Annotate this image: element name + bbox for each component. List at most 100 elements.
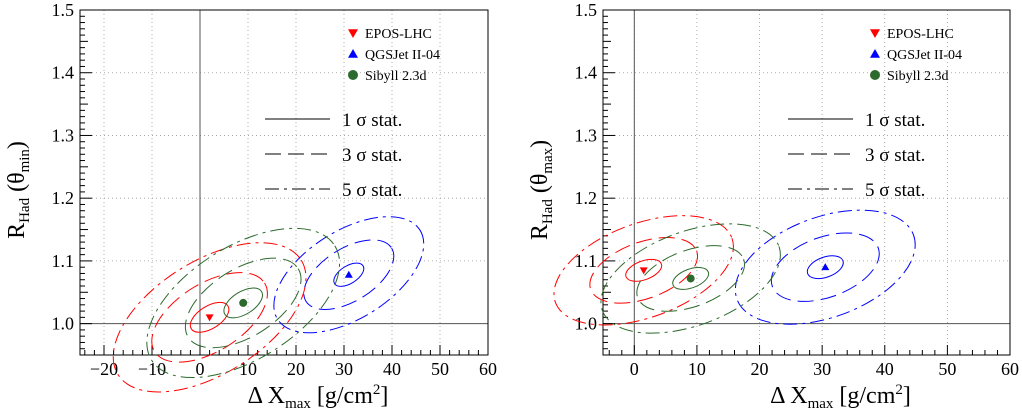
x-tick-label: 30 bbox=[813, 359, 831, 379]
y-axis-title-close: ) bbox=[527, 140, 553, 148]
x-tick-label: 60 bbox=[1001, 359, 1019, 379]
y-axis-title: RHad (θmax) bbox=[527, 140, 556, 240]
y-tick-label: 1.2 bbox=[52, 188, 75, 208]
legend-label: EPOS-LHC bbox=[365, 27, 432, 42]
x-tick-label: 10 bbox=[688, 359, 706, 379]
data-point-marker bbox=[205, 314, 214, 322]
contour-5-sigma bbox=[146, 227, 341, 379]
y-tick-label: 1.2 bbox=[575, 188, 598, 208]
x-axis-title: Δ Xmax [g/cm2] bbox=[248, 382, 389, 411]
contour-5-sigma bbox=[273, 216, 425, 334]
contour-3-sigma bbox=[589, 237, 699, 304]
y-axis-title-arg-sub: max bbox=[540, 147, 556, 173]
contour-3-sigma bbox=[636, 245, 745, 312]
x-tick-label: 0 bbox=[196, 359, 205, 379]
contour-legend-label: 3 σ stat. bbox=[865, 145, 925, 166]
contour-3-sigma bbox=[184, 257, 302, 349]
y-axis-title-sub: Had bbox=[540, 199, 556, 224]
data-point-marker bbox=[239, 298, 248, 307]
plot-frame bbox=[602, 9, 1011, 356]
x-tick-label: 0 bbox=[630, 359, 639, 379]
chart-panel-2: 0 10 20 30 40 50 601.01.11.21.31.41.5Δ Xmax [g… bbox=[527, 0, 1019, 411]
y-tick-label: 1.1 bbox=[52, 251, 75, 271]
x-axis-title-main: Δ X bbox=[770, 383, 807, 409]
x-axis-title-sub: max bbox=[285, 396, 311, 411]
legend-label: Sibyll 2.3d bbox=[887, 69, 948, 84]
legend-marker bbox=[348, 49, 358, 58]
y-axis-title-sub: Had bbox=[17, 197, 33, 222]
y-tick-label: 1.1 bbox=[575, 251, 598, 271]
series-1 bbox=[553, 215, 734, 326]
x-axis-title-sup: 2 bbox=[895, 382, 903, 398]
series-3 bbox=[600, 223, 781, 334]
series-1 bbox=[112, 242, 307, 393]
x-tick-label: 50 bbox=[431, 359, 449, 379]
contour-5-sigma bbox=[112, 242, 307, 393]
x-axis-title-main: Δ X bbox=[248, 383, 285, 409]
contour-1-sigma bbox=[189, 301, 230, 333]
x-tick-label: 20 bbox=[287, 359, 305, 379]
y-tick-label: 1.5 bbox=[575, 0, 598, 20]
contour-legend-label: 3 σ stat. bbox=[342, 145, 402, 166]
series-3 bbox=[146, 227, 341, 379]
legend-label: QGSJet II-04 bbox=[887, 48, 962, 63]
legend-label: EPOS-LHC bbox=[887, 27, 954, 42]
data-point-marker bbox=[686, 274, 695, 283]
contour-legend-label: 5 σ stat. bbox=[865, 180, 925, 201]
data-point-marker bbox=[344, 270, 353, 278]
y-axis-title-open: (θ bbox=[527, 174, 553, 200]
x-axis-title-unit: [g/cm bbox=[311, 383, 373, 409]
x-tick-label: 50 bbox=[938, 359, 956, 379]
x-axis-title-unit-close: ] bbox=[903, 383, 911, 409]
x-tick-label: 40 bbox=[876, 359, 894, 379]
contour-5-sigma bbox=[734, 209, 916, 325]
legend-marker bbox=[870, 70, 880, 80]
y-tick-label: 1.0 bbox=[575, 314, 598, 334]
y-axis-title-main: R bbox=[527, 224, 553, 240]
x-tick-label: 10 bbox=[239, 359, 257, 379]
legend-label: Sibyll 2.3d bbox=[365, 69, 426, 84]
plot-frame bbox=[79, 9, 489, 356]
contour-3-sigma bbox=[303, 239, 395, 311]
y-tick-label: 1.3 bbox=[52, 125, 75, 145]
series-2 bbox=[734, 209, 916, 325]
data-point-marker bbox=[821, 263, 830, 271]
y-axis-title-main: R bbox=[4, 223, 30, 239]
y-axis-title: RHad (θmin) bbox=[4, 141, 33, 239]
contour-5-sigma bbox=[600, 223, 781, 334]
x-axis-title-sup: 2 bbox=[373, 382, 381, 398]
contour-1-sigma bbox=[806, 255, 844, 280]
data-point-marker bbox=[639, 267, 648, 275]
legend-marker bbox=[348, 70, 358, 80]
legend-marker bbox=[870, 49, 880, 58]
series-2 bbox=[273, 216, 425, 334]
legend-marker bbox=[348, 29, 358, 38]
y-tick-label: 1.0 bbox=[52, 314, 75, 334]
x-axis-title-unit: [g/cm bbox=[833, 383, 895, 409]
x-tick-label: 40 bbox=[383, 359, 401, 379]
x-axis-title: Δ Xmax [g/cm2] bbox=[770, 382, 911, 411]
contour-1-sigma bbox=[625, 258, 663, 282]
x-tick-label: −10 bbox=[138, 359, 166, 379]
x-tick-label: 30 bbox=[335, 359, 353, 379]
legend-label: QGSJet II-04 bbox=[365, 48, 440, 63]
y-tick-label: 1.4 bbox=[52, 63, 75, 83]
contour-1-sigma bbox=[223, 287, 263, 319]
chart-panel-1: −20 −10 0 10 20 30 40 50 60 1.0 1.1 1.2 1.3 1.4 1.5 Δ X… bbox=[4, 0, 497, 411]
y-axis-title-open: (θ bbox=[4, 172, 30, 198]
y-tick-label: 1.4 bbox=[575, 63, 598, 83]
contour-3-sigma bbox=[770, 232, 880, 302]
contour-1-sigma bbox=[672, 267, 710, 290]
contour-legend-label: 1 σ stat. bbox=[342, 110, 402, 131]
y-tick-label: 1.5 bbox=[52, 0, 75, 20]
x-tick-label: 20 bbox=[751, 359, 769, 379]
y-tick-label: 1.3 bbox=[575, 125, 598, 145]
x-tick-label: 60 bbox=[479, 359, 497, 379]
y-axis-title-arg-sub: min bbox=[17, 149, 33, 173]
x-tick-label: −20 bbox=[90, 359, 118, 379]
legend-marker bbox=[870, 29, 880, 38]
contour-5-sigma bbox=[553, 215, 734, 326]
contour-legend-label: 5 σ stat. bbox=[342, 180, 402, 201]
x-axis-title-sub: max bbox=[808, 396, 834, 411]
